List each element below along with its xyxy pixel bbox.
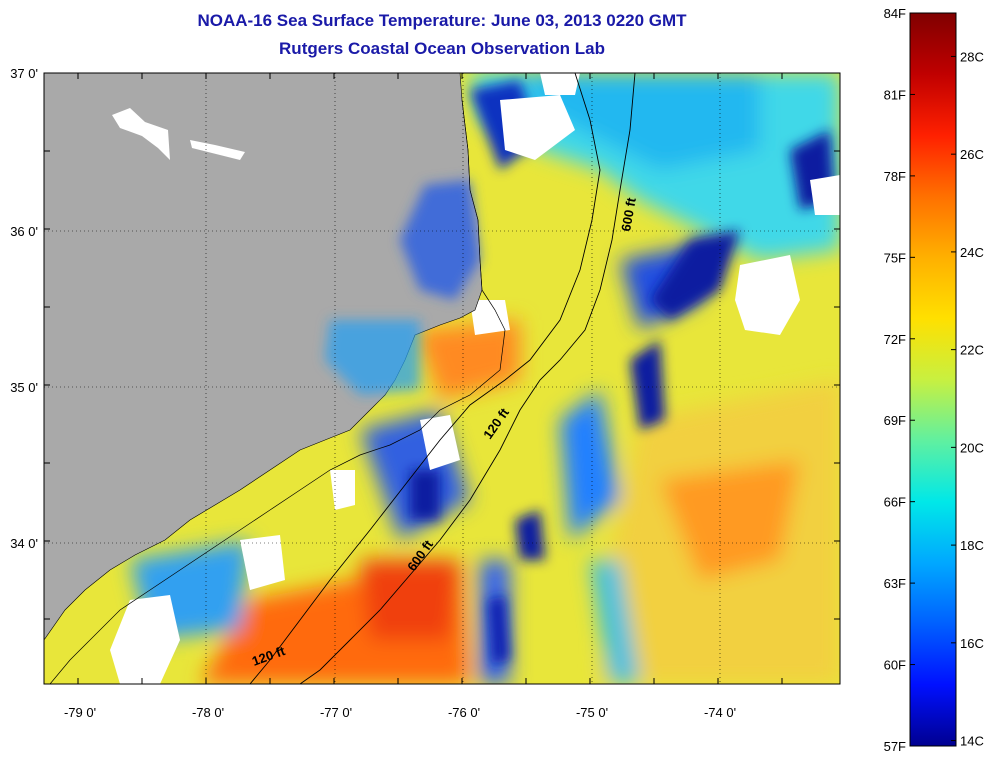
colorbar-c-label: 22C [960, 343, 984, 358]
lat-label-37: 37 0' [10, 66, 38, 81]
lon-label-78: -78 0' [192, 705, 224, 720]
sst-field [44, 73, 840, 684]
colorbar [909, 12, 957, 747]
colorbar-c-label: 20C [960, 440, 984, 455]
colorbar-f-label: 75F [884, 250, 906, 265]
contour-label-600ft-north: 600 ft [618, 196, 639, 233]
lat-label-35: 35 0' [10, 380, 38, 395]
contour-600ft [299, 73, 636, 684]
map-title: NOAA-16 Sea Surface Temperature: June 03… [197, 11, 687, 30]
colorbar-f-label: 66F [884, 495, 906, 510]
colorbar-f-label: 84F [884, 6, 906, 21]
map-subtitle: Rutgers Coastal Ocean Observation Lab [279, 39, 605, 58]
colorbar-f-label: 72F [884, 332, 906, 347]
colorbar-f-label: 69F [884, 413, 906, 428]
lon-label-76: -76 0' [448, 705, 480, 720]
graticule [44, 73, 840, 684]
colorbar-c-label: 28C [960, 49, 984, 64]
lat-label-36: 36 0' [10, 224, 38, 239]
inland-water [112, 108, 245, 160]
lon-label-79: -79 0' [64, 705, 96, 720]
colorbar-f-label: 57F [884, 739, 906, 754]
colorbar-c-label: 18C [960, 538, 984, 553]
lat-label-34: 34 0' [10, 536, 38, 551]
colorbar-c-label: 24C [960, 245, 984, 260]
plot-frame [43, 72, 841, 685]
colorbar-f-label: 60F [884, 658, 906, 673]
lon-label-75: -75 0' [576, 705, 608, 720]
lon-label-74: -74 0' [704, 705, 736, 720]
colorbar-c-label: 16C [960, 636, 984, 651]
colorbar-f-label: 81F [884, 87, 906, 102]
colorbar-c-label: 26C [960, 147, 984, 162]
colorbar-f-label: 63F [884, 576, 906, 591]
lon-label-77: -77 0' [320, 705, 352, 720]
colorbar-f-label: 78F [884, 169, 906, 184]
colorbar-c-label: 14C [960, 734, 984, 749]
contour-120ft [249, 73, 601, 684]
